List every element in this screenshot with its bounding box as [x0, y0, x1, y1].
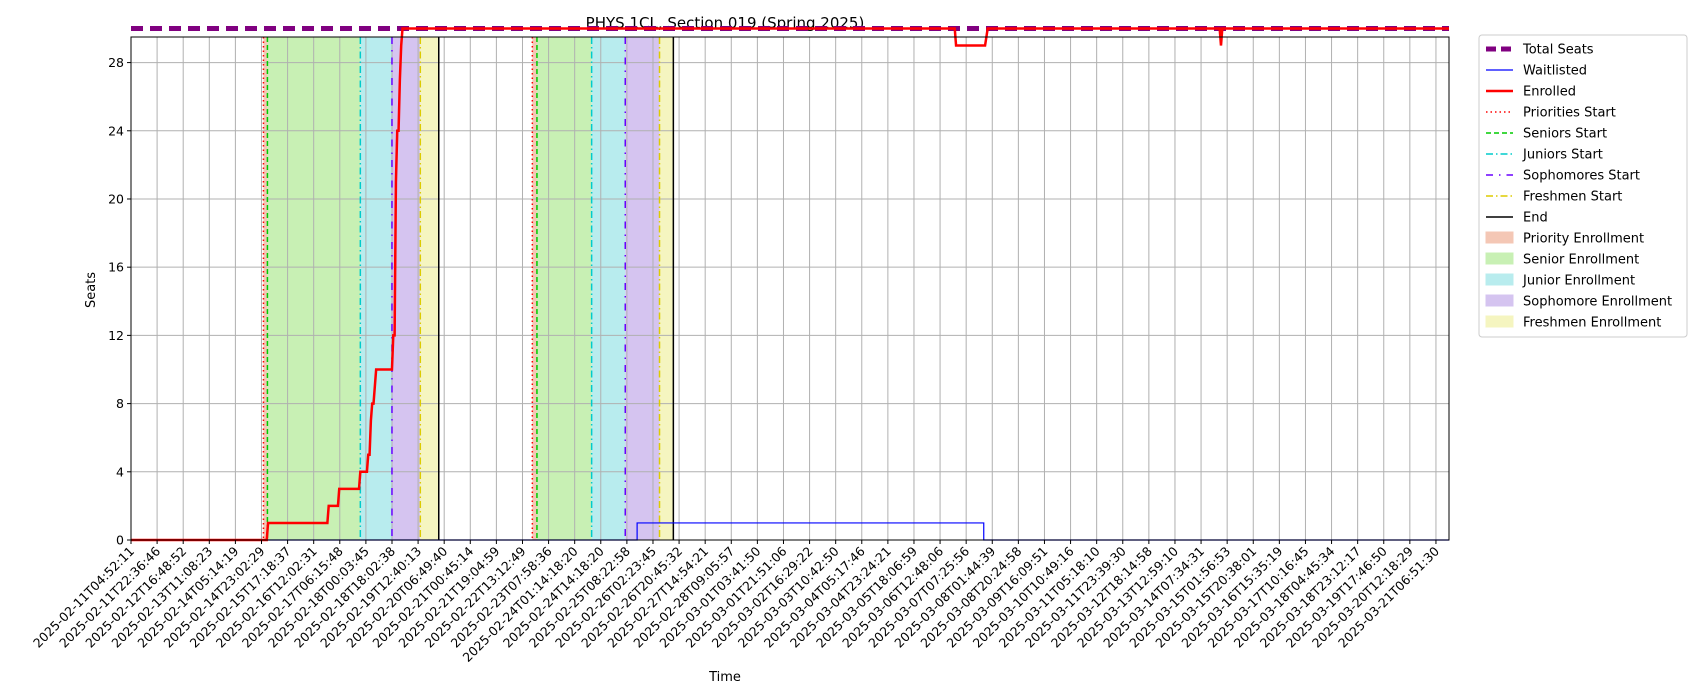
region-junior-enrollment	[591, 37, 626, 540]
region-sophomore-enrollment	[391, 37, 421, 540]
y-tick-label: 16	[108, 260, 124, 275]
legend-item: Freshmen Start	[1486, 190, 1622, 205]
legend-label: Junior Enrollment	[1522, 274, 1635, 289]
legend-swatch	[1485, 231, 1514, 244]
legend-item: Waitlisted	[1486, 64, 1587, 79]
legend-swatch	[1485, 294, 1514, 307]
y-tick-label: 8	[116, 396, 124, 411]
legend-label: Freshmen Enrollment	[1523, 316, 1661, 331]
y-tick-label: 4	[116, 464, 124, 479]
y-tick-label: 20	[108, 191, 124, 206]
legend-item: Enrolled	[1486, 85, 1576, 100]
legend-item: Junior Enrollment	[1485, 273, 1635, 289]
legend-label: Priority Enrollment	[1523, 232, 1644, 247]
series-enrolled	[131, 27, 1449, 542]
legend-label: End	[1523, 211, 1548, 226]
region-senior-enrollment	[536, 37, 592, 540]
y-tick-label: 24	[108, 123, 124, 138]
enrollment-regions	[263, 37, 674, 540]
legend-item: Seniors Start	[1486, 127, 1607, 142]
legend-item: Priority Enrollment	[1485, 231, 1644, 247]
legend-label: Freshmen Start	[1523, 190, 1622, 205]
region-freshmen-enrollment	[420, 37, 439, 540]
x-axis-label: Time	[708, 670, 741, 685]
legend-label: Sophomore Enrollment	[1523, 295, 1672, 310]
legend-item: Total Seats	[1486, 43, 1594, 58]
legend-item: Senior Enrollment	[1485, 252, 1639, 268]
region-priority-enrollment	[263, 37, 268, 540]
legend-swatch	[1485, 273, 1514, 286]
phase-markers	[262, 37, 675, 540]
legend-label: Priorities Start	[1523, 106, 1616, 121]
legend-label: Senior Enrollment	[1523, 253, 1639, 268]
legend-swatch	[1485, 252, 1514, 265]
legend-swatch	[1485, 315, 1514, 328]
y-tick-label: 0	[116, 533, 124, 548]
y-tick-label: 28	[108, 55, 124, 70]
x-axis: 2025-02-11T04:52:112025-02-11T22:36:4620…	[30, 540, 1442, 665]
plot-frame	[130, 36, 1450, 541]
legend-label: Waitlisted	[1523, 64, 1587, 79]
legend-label: Seniors Start	[1523, 127, 1607, 142]
region-freshmen-enrollment	[659, 37, 674, 540]
y-axis-label: Seats	[84, 272, 99, 308]
legend-label: Juniors Start	[1522, 148, 1603, 163]
chart-legend: Total Seats Waitlisted Enrolled Priorities …	[1478, 34, 1688, 338]
legend-item: Juniors Start	[1486, 148, 1603, 163]
region-sophomore-enrollment	[625, 37, 660, 540]
y-tick-label: 12	[108, 328, 124, 343]
legend-label: Total Seats	[1522, 43, 1594, 58]
legend-item: Freshmen Enrollment	[1485, 315, 1661, 331]
legend-item: Sophomore Enrollment	[1485, 294, 1672, 310]
region-junior-enrollment	[360, 37, 392, 540]
y-axis: 0 4 8 12 16 20 24 28	[108, 55, 131, 548]
region-priority-enrollment	[532, 37, 537, 540]
legend-label: Enrolled	[1523, 85, 1576, 100]
legend-item: End	[1486, 211, 1548, 226]
grid-lines	[130, 37, 1449, 541]
legend-item: Priorities Start	[1486, 106, 1616, 121]
legend-item: Sophomores Start	[1486, 169, 1640, 184]
legend-label: Sophomores Start	[1523, 169, 1640, 184]
legend-box	[1478, 34, 1688, 338]
